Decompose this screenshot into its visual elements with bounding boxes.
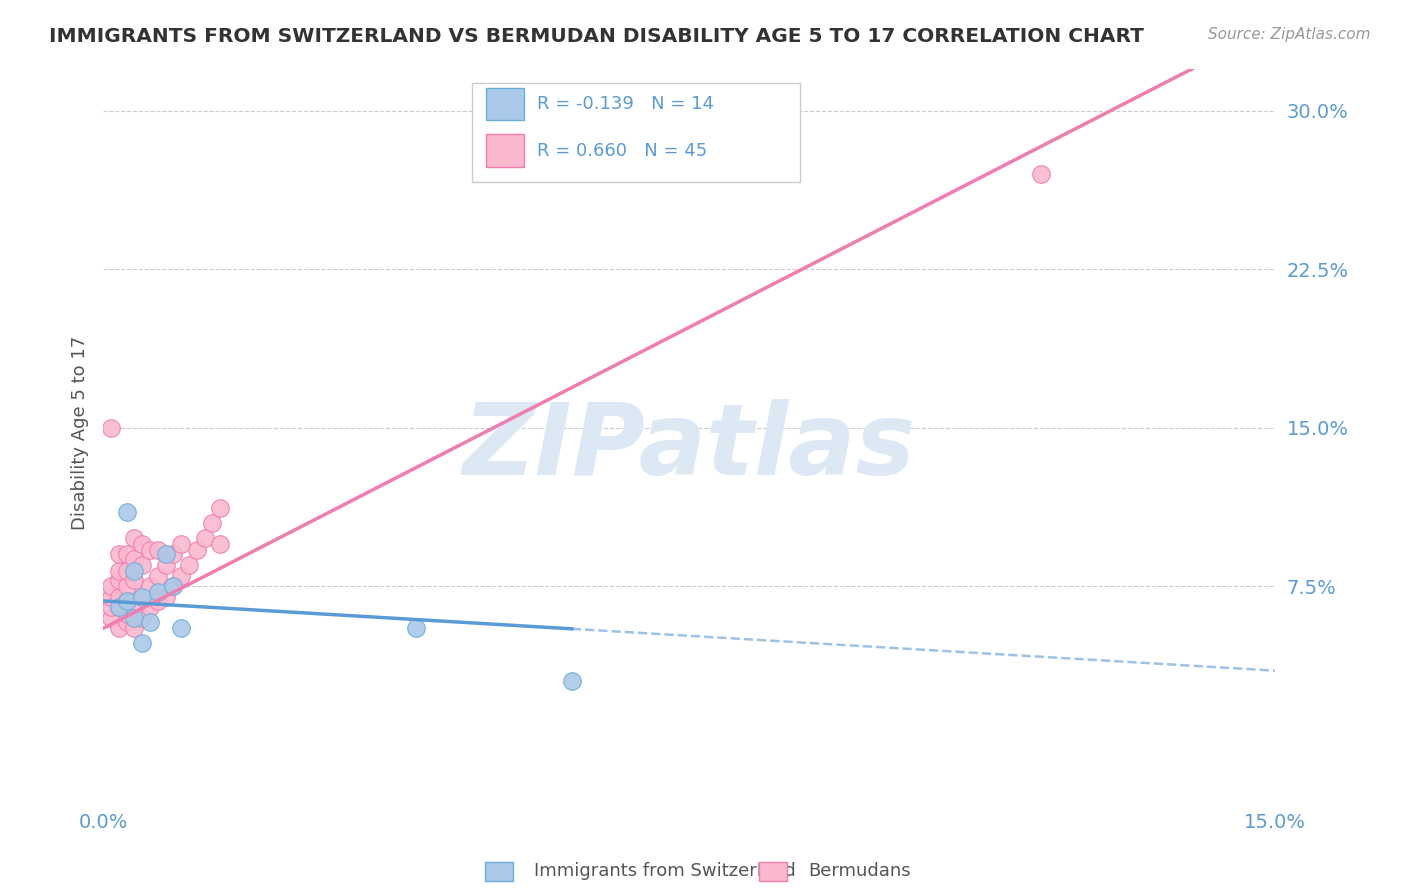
- Point: [131, 590, 153, 604]
- Bar: [486, 135, 524, 167]
- Point: [131, 558, 153, 572]
- Point: [131, 590, 153, 604]
- Point: [115, 579, 138, 593]
- Text: R = 0.660   N = 45: R = 0.660 N = 45: [537, 142, 707, 160]
- Point: [162, 579, 184, 593]
- Point: [201, 516, 224, 530]
- Point: [107, 548, 129, 562]
- Point: [124, 531, 146, 545]
- Point: [155, 590, 177, 604]
- Point: [131, 611, 153, 625]
- FancyBboxPatch shape: [472, 83, 800, 181]
- Text: Bermudans: Bermudans: [808, 863, 911, 880]
- Point: [139, 615, 162, 629]
- Point: [162, 548, 184, 562]
- Point: [100, 420, 122, 434]
- Point: [124, 551, 146, 566]
- Text: R = -0.139   N = 14: R = -0.139 N = 14: [537, 95, 714, 113]
- Point: [115, 505, 138, 519]
- Text: Immigrants from Switzerland: Immigrants from Switzerland: [534, 863, 796, 880]
- Point: [124, 565, 146, 579]
- Point: [170, 568, 193, 582]
- Point: [107, 600, 129, 615]
- Point: [107, 573, 129, 587]
- Point: [100, 611, 122, 625]
- Point: [124, 573, 146, 587]
- Point: [131, 537, 153, 551]
- Point: [170, 537, 193, 551]
- Point: [100, 579, 122, 593]
- Point: [124, 600, 146, 615]
- Point: [139, 543, 162, 558]
- Point: [405, 621, 427, 635]
- Point: [146, 585, 169, 599]
- Point: [107, 565, 129, 579]
- Point: [146, 568, 169, 582]
- Point: [115, 594, 138, 608]
- Point: [100, 600, 122, 615]
- Point: [107, 600, 129, 615]
- Point: [139, 579, 162, 593]
- Point: [1029, 167, 1052, 181]
- Point: [115, 565, 138, 579]
- Point: [107, 590, 129, 604]
- Bar: [486, 88, 524, 120]
- Point: [186, 543, 208, 558]
- Point: [107, 621, 129, 635]
- Point: [146, 543, 169, 558]
- Point: [115, 615, 138, 629]
- Point: [100, 590, 122, 604]
- Point: [162, 579, 184, 593]
- Point: [146, 594, 169, 608]
- Text: Source: ZipAtlas.com: Source: ZipAtlas.com: [1208, 27, 1371, 42]
- Point: [155, 548, 177, 562]
- Point: [155, 558, 177, 572]
- Point: [209, 500, 232, 515]
- Point: [115, 607, 138, 621]
- Point: [115, 594, 138, 608]
- Point: [209, 537, 232, 551]
- Text: ZIPatlas: ZIPatlas: [463, 399, 915, 496]
- Point: [177, 558, 200, 572]
- Point: [139, 600, 162, 615]
- Text: IMMIGRANTS FROM SWITZERLAND VS BERMUDAN DISABILITY AGE 5 TO 17 CORRELATION CHART: IMMIGRANTS FROM SWITZERLAND VS BERMUDAN …: [49, 27, 1144, 45]
- Y-axis label: Disability Age 5 to 17: Disability Age 5 to 17: [72, 336, 89, 530]
- Point: [561, 674, 583, 689]
- Point: [124, 621, 146, 635]
- Point: [194, 531, 217, 545]
- Point: [170, 621, 193, 635]
- Point: [131, 636, 153, 650]
- Point: [124, 611, 146, 625]
- Point: [115, 548, 138, 562]
